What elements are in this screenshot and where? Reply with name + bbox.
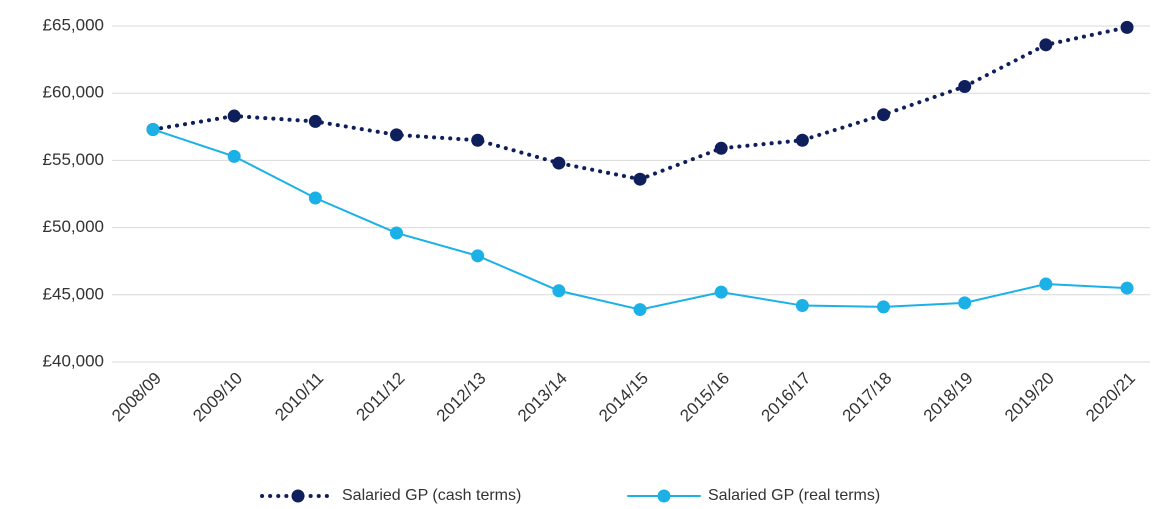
point (633, 172, 647, 186)
point (1039, 38, 1053, 52)
x-tick-label: 2009/10 (189, 369, 246, 426)
point (227, 149, 241, 163)
legend-marker (657, 489, 671, 503)
point (390, 128, 404, 142)
point (795, 299, 809, 313)
point (877, 108, 891, 122)
point (958, 296, 972, 310)
y-tick-label: £40,000 (43, 351, 104, 370)
x-tick-label: 2016/17 (757, 369, 814, 426)
point (227, 109, 241, 123)
x-tick-label: 2015/16 (676, 369, 733, 426)
x-tick-label: 2011/12 (353, 369, 409, 425)
point (146, 122, 160, 136)
point (308, 191, 322, 205)
x-tick-label: 2010/11 (271, 369, 327, 425)
x-tick-label: 2017/18 (839, 369, 896, 426)
x-tick-label: 2012/13 (433, 369, 490, 426)
x-tick-label: 2008/09 (108, 369, 165, 426)
point (633, 303, 647, 317)
y-tick-label: £45,000 (43, 284, 104, 303)
point (471, 133, 485, 147)
x-tick-label: 2014/15 (595, 369, 652, 426)
point (877, 300, 891, 314)
y-tick-label: £60,000 (43, 83, 104, 102)
point (552, 156, 566, 170)
x-tick-label: 2013/14 (514, 369, 571, 426)
y-tick-label: £55,000 (43, 150, 104, 169)
point (1120, 20, 1134, 34)
point (552, 284, 566, 298)
legend-label: Salaried GP (real terms) (708, 487, 880, 504)
point (714, 285, 728, 299)
point (958, 79, 972, 93)
x-tick-label: 2019/20 (1001, 369, 1058, 426)
point (714, 141, 728, 155)
point (1039, 277, 1053, 291)
y-tick-label: £65,000 (43, 15, 104, 34)
point (308, 114, 322, 128)
point (795, 133, 809, 147)
series-line (151, 25, 1130, 182)
point (471, 249, 485, 263)
series-line (152, 128, 1129, 311)
legend-label: Salaried GP (cash terms) (342, 487, 521, 504)
x-tick-label: 2018/19 (920, 369, 977, 426)
y-tick-label: £50,000 (43, 217, 104, 236)
legend-marker (291, 489, 305, 503)
point (1120, 281, 1134, 295)
point (390, 226, 404, 240)
x-tick-label: 2020/21 (1082, 369, 1139, 426)
